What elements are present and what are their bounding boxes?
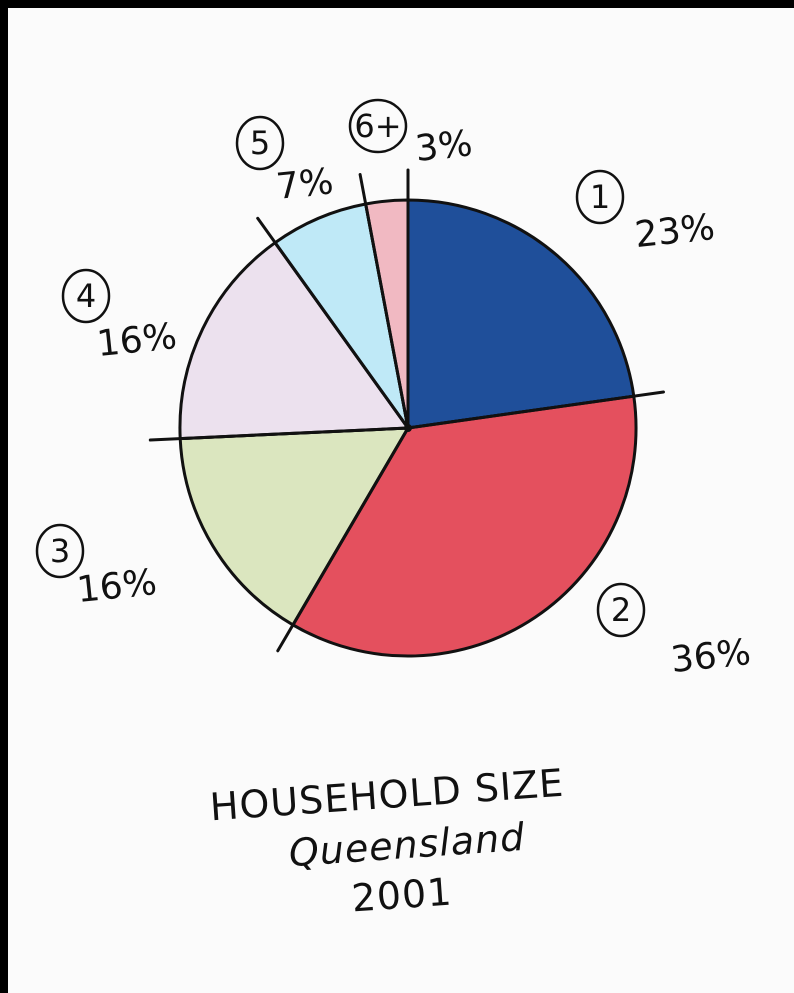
pie-slice-4	[178, 241, 410, 441]
slice-divider-6	[358, 173, 410, 430]
slice-label-4: 4	[76, 277, 96, 315]
slice-number-circle-6	[348, 98, 408, 154]
slice-divider-5	[256, 216, 410, 430]
slice-label-5: 5	[250, 124, 270, 162]
pie-slice-2	[291, 394, 638, 658]
slice-divider-2	[406, 390, 665, 430]
chart-title-block: HOUSEHOLD SIZE Queensland 2001	[0, 761, 794, 921]
slice-value-label-4: 16%	[95, 316, 179, 365]
slice-label-1: 1	[590, 178, 610, 216]
slice-value-label-6: 3%	[413, 123, 474, 170]
slice-value-label-1: 23%	[633, 207, 717, 256]
slice-number-circle-1	[575, 169, 625, 225]
slice-label-2: 2	[611, 591, 631, 629]
slice-value-label-2: 36%	[669, 632, 753, 681]
slice-number-circle-3	[35, 523, 85, 579]
slice-divider-3	[276, 426, 410, 653]
slice-label-3: 3	[50, 532, 70, 570]
slice-divider-4	[148, 426, 410, 442]
slice-number-circle-5	[235, 115, 285, 171]
slice-value-label-5: 7%	[274, 161, 335, 208]
pie-center-mark	[404, 424, 412, 432]
slice-value-label-3: 16%	[75, 562, 159, 611]
pie-slice-3	[178, 426, 410, 627]
slice-label-6: 6+	[354, 107, 401, 145]
pie-slice-1	[406, 198, 636, 430]
slice-number-circle-4	[61, 268, 111, 324]
slice-number-circle-2	[596, 582, 646, 638]
